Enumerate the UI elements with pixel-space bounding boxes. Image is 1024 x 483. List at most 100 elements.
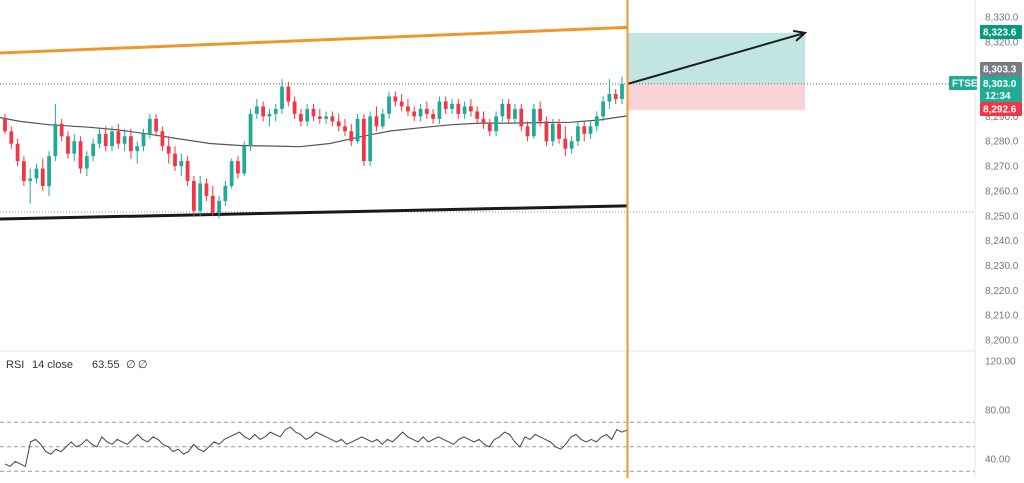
candle-body: [28, 178, 33, 181]
candle: [129, 128, 133, 159]
candle: [34, 163, 39, 184]
price-pane: [0, 0, 975, 478]
candle-body: [393, 96, 398, 102]
candle: [424, 101, 429, 119]
rsi-tick-label: 120.00: [985, 357, 1016, 368]
candle-body: [299, 113, 303, 122]
candle: [431, 108, 436, 124]
candle-body: [47, 156, 51, 186]
candle-body: [9, 131, 14, 144]
candle: [443, 96, 448, 114]
candle-body: [305, 108, 310, 122]
candle: [437, 96, 442, 124]
candle-body: [185, 161, 190, 181]
candle-body: [78, 141, 83, 169]
candle-body: [248, 113, 253, 147]
candle-body: [122, 136, 127, 144]
price-tick-label: 8,210.0: [985, 311, 1019, 322]
candle-body: [280, 86, 284, 109]
candle-body: [261, 106, 266, 117]
candle: [330, 111, 335, 127]
candle-body: [147, 118, 152, 134]
stop-price-tag-bg: [980, 102, 1022, 116]
candle-body: [538, 108, 543, 122]
candle: [336, 113, 341, 132]
candle-body: [217, 200, 221, 214]
candle-body: [525, 126, 530, 137]
candle-body: [15, 143, 20, 162]
candle-body: [223, 185, 228, 201]
candle-body: [412, 111, 417, 117]
candle: [531, 103, 536, 139]
candle: [368, 111, 373, 167]
candle: [28, 168, 33, 204]
candle: [550, 118, 555, 147]
candle: [110, 126, 114, 152]
candle-body: [286, 86, 291, 102]
candle-body: [179, 161, 184, 167]
candle: [607, 79, 612, 109]
candle: [72, 133, 77, 162]
candle: [248, 108, 253, 152]
candle: [594, 111, 599, 132]
price-tick-label: 8,270.0: [985, 162, 1019, 173]
candle: [519, 103, 524, 132]
candle: [236, 156, 240, 179]
candle: [469, 98, 473, 117]
candle-body: [374, 116, 379, 127]
candle-body: [519, 108, 524, 127]
candle: [349, 123, 354, 147]
current-price-block: 8,303.012:34: [980, 76, 1022, 102]
rsi-legend-params: 14 close: [32, 359, 73, 371]
candle: [613, 89, 618, 104]
candle-body: [210, 195, 215, 214]
candle: [91, 138, 96, 162]
rsi-legend-name: RSI: [6, 359, 24, 371]
candle-body: [66, 136, 70, 154]
candle: [160, 126, 165, 152]
candle-body: [443, 101, 448, 109]
candle-body: [544, 121, 549, 142]
candle-body: [424, 108, 429, 114]
lower-trendline: [0, 204, 628, 221]
candle: [576, 121, 580, 147]
candle: [569, 136, 574, 154]
candle: [15, 138, 20, 167]
candle-body: [84, 156, 89, 169]
candle: [305, 103, 310, 127]
price-tick-label: 8,240.0: [985, 236, 1019, 247]
candle: [387, 91, 391, 119]
candle: [299, 108, 303, 127]
candle: [311, 103, 316, 122]
candle: [223, 180, 228, 206]
candle-body: [242, 146, 247, 174]
candle: [173, 146, 177, 172]
candle-body: [569, 141, 574, 149]
candle-body: [40, 168, 45, 186]
candle: [525, 121, 530, 142]
candle: [399, 94, 404, 112]
candle-body: [450, 103, 454, 109]
candle-body: [154, 118, 158, 132]
candle: [317, 108, 322, 124]
stop-price-tag: 8,292.6: [980, 102, 1022, 116]
candle: [78, 136, 83, 174]
candle: [191, 176, 196, 216]
candle: [601, 96, 606, 122]
countdown-text: 12:34: [985, 91, 1011, 102]
candle-body: [254, 106, 259, 114]
candle-body: [550, 123, 555, 142]
candle-body: [336, 121, 341, 127]
candle: [500, 98, 505, 122]
candle: [185, 156, 190, 186]
candle: [47, 151, 51, 196]
candle: [141, 128, 146, 152]
candle: [204, 178, 209, 201]
candle-body: [620, 84, 624, 99]
candle: [450, 98, 454, 114]
previous-close-tag-text: 8,303.3: [983, 65, 1017, 76]
candle: [59, 118, 64, 142]
price-axis: 8,330.08,320.08,310.08,300.08,290.08,280…: [949, 0, 1022, 478]
candle-body: [368, 116, 373, 162]
candle-body: [387, 96, 391, 114]
